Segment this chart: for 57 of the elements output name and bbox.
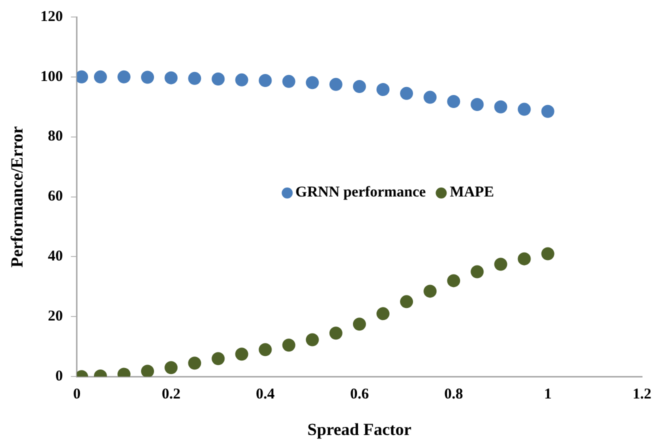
point bbox=[470, 98, 484, 112]
point bbox=[258, 343, 272, 356]
y-tick-label: 0 bbox=[55, 368, 63, 384]
legend-label: GRNN performance bbox=[295, 184, 426, 202]
y-tick-label: 120 bbox=[40, 8, 63, 25]
point bbox=[424, 90, 437, 104]
x-tick-label: 0.4 bbox=[256, 386, 276, 402]
x-axis-title: Spread Factor bbox=[307, 420, 412, 440]
point bbox=[470, 265, 484, 278]
point bbox=[212, 352, 225, 366]
x-tick-label: 1.2 bbox=[632, 386, 652, 402]
point bbox=[352, 318, 366, 331]
point bbox=[352, 80, 366, 94]
x-tick-label: 1 bbox=[544, 386, 552, 402]
point bbox=[117, 70, 130, 84]
point bbox=[329, 326, 342, 340]
point bbox=[447, 274, 460, 288]
point bbox=[212, 72, 225, 86]
x-tick-label: 0 bbox=[73, 386, 81, 402]
point bbox=[306, 333, 319, 346]
point bbox=[424, 284, 437, 298]
point bbox=[188, 72, 202, 85]
x-tick-label: 0.6 bbox=[350, 386, 370, 402]
point bbox=[94, 70, 107, 84]
point bbox=[141, 364, 154, 377]
x-tick-label: 0.8 bbox=[444, 386, 464, 402]
point bbox=[188, 356, 202, 370]
point bbox=[164, 71, 178, 84]
point bbox=[518, 252, 531, 266]
point bbox=[376, 307, 390, 320]
point bbox=[541, 247, 554, 260]
point bbox=[494, 258, 508, 271]
legend-label: MAPE bbox=[450, 184, 494, 202]
point bbox=[541, 104, 554, 118]
point bbox=[518, 102, 531, 116]
point bbox=[447, 95, 460, 108]
y-tick-label: 100 bbox=[40, 68, 63, 85]
y-tick-label: 20 bbox=[48, 308, 63, 325]
y-tick-label: 80 bbox=[48, 128, 63, 145]
point bbox=[141, 70, 154, 84]
point bbox=[282, 338, 296, 352]
point bbox=[235, 73, 248, 86]
point bbox=[164, 361, 178, 374]
point bbox=[76, 70, 88, 84]
y-axis-title: Performance/Error bbox=[8, 126, 27, 268]
point bbox=[306, 76, 319, 90]
point bbox=[376, 83, 390, 96]
x-tick-label: 0.2 bbox=[162, 386, 180, 402]
point bbox=[235, 348, 248, 361]
point bbox=[329, 78, 342, 91]
y-tick-label: 60 bbox=[48, 188, 63, 205]
point bbox=[282, 74, 296, 88]
point bbox=[400, 86, 414, 100]
point bbox=[494, 100, 508, 114]
y-tick-label: 40 bbox=[48, 248, 63, 265]
point bbox=[258, 74, 272, 88]
point bbox=[400, 295, 414, 308]
